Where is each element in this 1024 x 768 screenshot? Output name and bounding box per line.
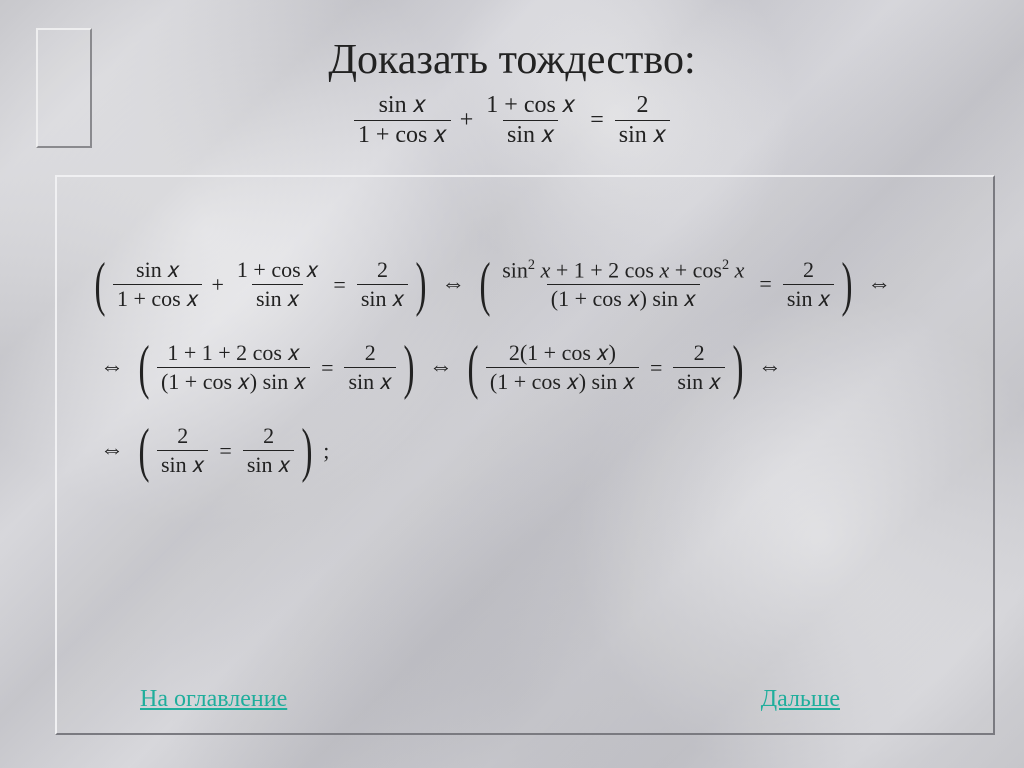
denominator: 1 + cos 𝑥 (354, 120, 451, 149)
numerator: 2 (632, 92, 652, 120)
paren-group: ( sin2 x + 1 + 2 cos x + cos2 x (1 + cos… (475, 250, 857, 319)
nav-next-link[interactable]: Дальше (761, 686, 840, 713)
denominator: sin 𝑥 (357, 284, 408, 312)
left-paren-icon: ( (467, 333, 478, 402)
semicolon: ; (323, 438, 329, 464)
iff-symbol: ⇔ (441, 271, 465, 298)
denominator: sin 𝑥 (243, 450, 294, 478)
proof-row-1: ( sin 𝑥 1 + cos 𝑥 + 1 + cos 𝑥 sin 𝑥 = 2 … (90, 250, 960, 319)
right-paren-icon: ) (732, 333, 743, 402)
paren-group: ( 2(1 + cos 𝑥) (1 + cos 𝑥) sin 𝑥 = 2 sin… (463, 333, 748, 402)
equals-operator: = (590, 107, 604, 134)
numerator: 1 + cos 𝑥 (233, 257, 323, 284)
numerator: sin 𝑥 (375, 92, 430, 120)
proof-row-2: ⇔ ( 1 + 1 + 2 cos 𝑥 (1 + cos 𝑥) sin 𝑥 = … (90, 333, 960, 402)
denominator: sin 𝑥 (157, 450, 208, 478)
iff-symbol: ⇔ (758, 354, 782, 381)
numerator: 2 (690, 340, 709, 367)
slide-title: Доказать тождество: (0, 36, 1024, 84)
denominator: (1 + cos 𝑥) sin 𝑥 (486, 367, 639, 395)
numerator: 2 (361, 340, 380, 367)
left-paren-icon: ( (94, 250, 105, 319)
plus-operator: + (460, 107, 474, 134)
numerator: 2 (173, 423, 192, 450)
numerator: 2 (259, 423, 278, 450)
denominator: sin 𝑥 (783, 284, 834, 312)
numerator: sin 𝑥 (132, 257, 183, 284)
numerator: 1 + cos 𝑥 (482, 92, 579, 120)
numerator: 1 + 1 + 2 cos 𝑥 (163, 340, 303, 367)
main-equation: sin 𝑥 1 + cos 𝑥 + 1 + cos 𝑥 sin 𝑥 = 2 si… (0, 92, 1024, 149)
denominator: sin 𝑥 (344, 367, 395, 395)
paren-group: ( 2 sin 𝑥 = 2 sin 𝑥 ) (134, 416, 317, 485)
denominator: (1 + cos 𝑥) sin 𝑥 (157, 367, 310, 395)
denominator: sin 𝑥 (503, 120, 558, 149)
equals-operator: = (321, 355, 333, 381)
equals-operator: = (759, 271, 771, 297)
paren-group: ( 1 + 1 + 2 cos 𝑥 (1 + cos 𝑥) sin 𝑥 = 2 … (134, 333, 419, 402)
iff-symbol: ⇔ (100, 354, 124, 381)
numerator: 2 (373, 257, 392, 284)
numerator: sin2 x + 1 + 2 cos x + cos2 x (498, 257, 748, 284)
denominator: sin 𝑥 (615, 120, 670, 149)
iff-symbol: ⇔ (429, 354, 453, 381)
plus-operator: + (211, 272, 223, 298)
equals-operator: = (650, 355, 662, 381)
nav-back-link[interactable]: На оглавление (140, 686, 287, 713)
denominator: sin 𝑥 (252, 284, 303, 312)
left-paren-icon: ( (138, 416, 149, 485)
proof-body: ( sin 𝑥 1 + cos 𝑥 + 1 + cos 𝑥 sin 𝑥 = 2 … (90, 240, 960, 499)
fraction: 2 sin 𝑥 (615, 92, 670, 149)
fraction: 1 + cos 𝑥 sin 𝑥 (482, 92, 579, 149)
left-paren-icon: ( (480, 250, 491, 319)
right-paren-icon: ) (416, 250, 427, 319)
equals-operator: = (219, 438, 231, 464)
fraction: sin 𝑥 1 + cos 𝑥 (354, 92, 451, 149)
proof-row-3: ⇔ ( 2 sin 𝑥 = 2 sin 𝑥 ) ; (90, 416, 960, 485)
nav-links: На оглавление Дальше (140, 686, 840, 713)
denominator: 1 + cos 𝑥 (113, 284, 203, 312)
numerator: 2(1 + cos 𝑥) (505, 340, 620, 367)
left-paren-icon: ( (138, 333, 149, 402)
iff-symbol: ⇔ (867, 271, 891, 298)
right-paren-icon: ) (403, 333, 414, 402)
numerator: 2 (799, 257, 818, 284)
right-paren-icon: ) (302, 416, 313, 485)
denominator: sin 𝑥 (673, 367, 724, 395)
denominator: (1 + cos 𝑥) sin 𝑥 (547, 284, 700, 312)
iff-symbol: ⇔ (100, 437, 124, 464)
title-text: Доказать тождество: (328, 37, 695, 83)
right-paren-icon: ) (842, 250, 853, 319)
paren-group: ( sin 𝑥 1 + cos 𝑥 + 1 + cos 𝑥 sin 𝑥 = 2 … (90, 250, 431, 319)
equals-operator: = (333, 272, 345, 298)
